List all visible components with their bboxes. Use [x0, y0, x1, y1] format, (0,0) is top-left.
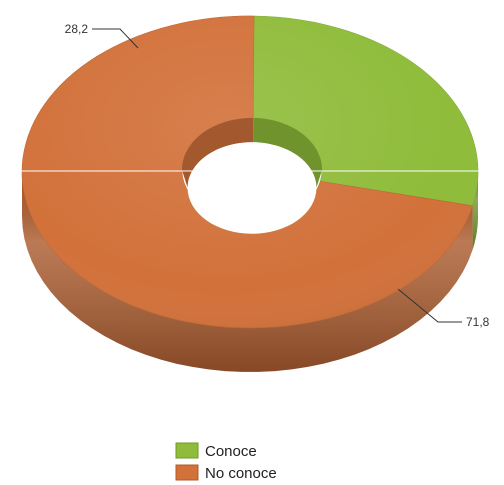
data-label-no-conoce: 71,8 [466, 315, 490, 329]
data-label-conoce-group: 28,2 [65, 22, 139, 49]
hole-opening [187, 142, 317, 234]
donut-hole [182, 118, 322, 234]
legend-item-no-conoce: No conoce [175, 464, 277, 482]
donut-slices [21, 15, 479, 329]
side-highlight-0-0 [472, 172, 478, 250]
legend-label-conoce: Conoce [205, 443, 257, 460]
data-label-conoce: 28,2 [65, 22, 89, 36]
data-label-no-conoce-group: 71,8 [397, 288, 490, 329]
legend-item-conoce: Conoce [175, 442, 257, 460]
donut-side [22, 172, 478, 372]
hole-wall-conoce [253, 118, 322, 188]
leader-line-conoce [92, 28, 139, 49]
hole-wall-no-conoce [182, 118, 254, 188]
side-highlight-1-0 [22, 172, 473, 372]
legend-swatch-no-conoce [175, 464, 199, 481]
legend-label-no-conoce: No conoce [205, 465, 277, 482]
leader-line-no-conoce [397, 288, 462, 323]
top-face-shading [22, 16, 478, 328]
legend-swatch-conoce [175, 442, 199, 459]
legend: Conoce No conoce [175, 442, 277, 482]
